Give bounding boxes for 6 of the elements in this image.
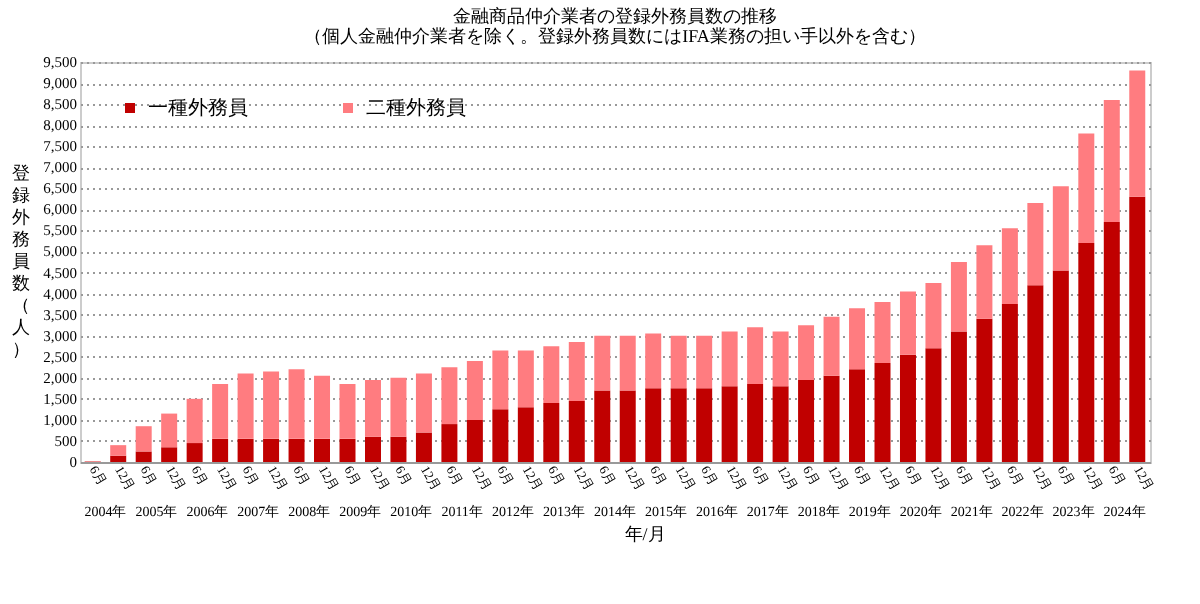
x-axis-title: 年/月 — [624, 524, 666, 544]
legend-label: 二種外務員 — [366, 96, 466, 120]
chart-title: 金融商品仲介業者の登録外務員数の推移 — [453, 6, 777, 26]
chart-subtitle: （個人金融仲介業者を除く。登録外務員数にはIFA業務の担い手以外を含む） — [304, 26, 926, 46]
legend-label: 一種外務員 — [148, 96, 248, 120]
text: 登録外務員数（人） — [12, 163, 30, 359]
